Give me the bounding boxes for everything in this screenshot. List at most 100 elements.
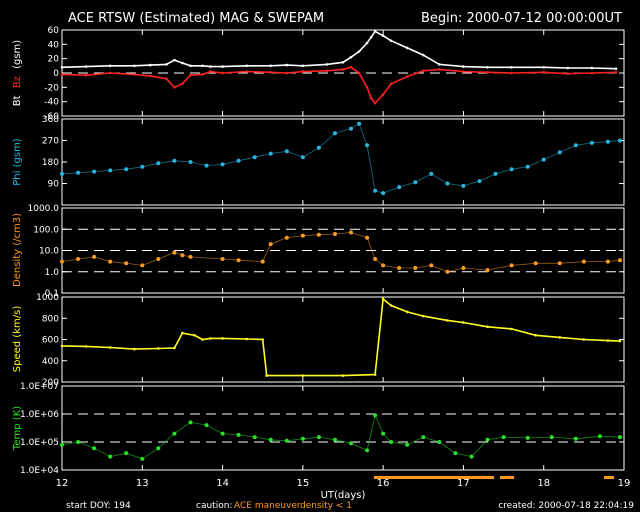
x-axis-label: UT(days) — [321, 490, 366, 501]
series-phi-trace — [61, 123, 621, 194]
data-point — [597, 434, 602, 439]
data-point — [300, 233, 305, 238]
x-tick-label: 14 — [216, 478, 229, 489]
data-point — [157, 347, 160, 350]
data-point — [284, 235, 289, 240]
data-point — [209, 65, 212, 68]
data-point — [566, 66, 570, 70]
data-point — [284, 149, 289, 154]
y-tick-label: 60 — [48, 26, 60, 36]
data-point — [269, 71, 273, 74]
data-point — [156, 161, 161, 166]
data-point — [349, 230, 353, 235]
data-point — [369, 96, 373, 100]
data-point — [236, 432, 241, 437]
data-point — [422, 53, 425, 57]
data-point — [341, 68, 345, 71]
data-point — [422, 69, 425, 73]
data-point — [301, 374, 305, 377]
data-point — [173, 346, 176, 350]
data-point — [92, 169, 97, 174]
y-tick-label: 90 — [48, 180, 60, 190]
data-point — [188, 160, 193, 164]
data-point — [461, 266, 466, 270]
data-point — [300, 436, 305, 441]
data-point — [389, 82, 393, 86]
data-point — [549, 435, 554, 440]
data-point — [268, 242, 273, 247]
data-point — [188, 254, 193, 259]
caution-maneuver: ACE maneuver — [234, 501, 301, 511]
y-tick-label: 1.0E+05 — [20, 438, 59, 448]
data-point — [573, 436, 578, 441]
bt-label: Bt — [12, 95, 23, 106]
data-point — [422, 314, 425, 318]
data-point — [614, 71, 618, 74]
data-point — [357, 121, 362, 126]
data-point — [325, 63, 329, 66]
data-point — [165, 63, 168, 66]
data-point — [534, 334, 537, 337]
data-point — [189, 64, 192, 68]
data-point — [149, 63, 152, 67]
data-point — [477, 179, 482, 184]
data-point — [268, 151, 273, 156]
data-point — [381, 263, 386, 268]
svg-text:Bt Bz (gsm): Bt Bz (gsm) — [12, 40, 23, 106]
data-point — [485, 437, 490, 442]
data-point — [389, 440, 394, 444]
data-point — [333, 437, 337, 442]
data-point — [357, 71, 361, 75]
data-point — [108, 454, 113, 459]
data-point — [462, 65, 465, 68]
data-point — [525, 164, 530, 169]
caution-density: density < 1 — [300, 501, 352, 511]
data-point — [60, 442, 64, 447]
y-tick-label: 600 — [42, 336, 59, 346]
data-point — [260, 259, 265, 264]
data-point — [469, 454, 474, 459]
data-point — [180, 253, 185, 258]
data-point — [397, 185, 402, 190]
x-tick-label: 15 — [296, 478, 309, 489]
data-point — [438, 63, 441, 66]
data-point — [245, 70, 248, 73]
data-point — [252, 155, 257, 160]
data-point — [558, 336, 562, 339]
y-tick-label: 1000 — [36, 293, 59, 303]
data-point — [405, 310, 409, 314]
data-point — [557, 150, 562, 155]
data-point — [108, 168, 113, 173]
data-point — [261, 338, 265, 341]
data-point — [341, 61, 345, 64]
data-point — [108, 64, 112, 68]
data-point — [156, 446, 161, 451]
data-point — [84, 345, 88, 348]
data-point — [60, 344, 64, 348]
data-point — [181, 61, 184, 65]
data-point — [389, 39, 393, 43]
data-point — [462, 70, 465, 73]
data-point — [389, 304, 393, 307]
data-point — [124, 451, 129, 456]
data-point — [76, 440, 81, 444]
y-tick-label: -40 — [44, 98, 59, 108]
speed-ylabel: Speed (km/s) — [12, 306, 23, 373]
data-point — [618, 435, 622, 440]
data-point — [486, 71, 489, 74]
data-point — [485, 268, 490, 273]
data-point — [421, 435, 426, 440]
data-point — [172, 250, 177, 255]
y-tick-label: 360 — [42, 115, 59, 125]
data-point — [236, 258, 241, 263]
data-point — [133, 64, 136, 68]
data-point — [533, 261, 538, 266]
data-point — [618, 138, 622, 143]
data-point — [221, 71, 224, 75]
x-tick-label: 13 — [136, 478, 149, 489]
density-ylabel: Density (/cm3) — [12, 213, 23, 287]
data-point — [437, 440, 442, 444]
data-point — [84, 73, 88, 77]
data-point — [365, 41, 369, 45]
data-point — [357, 50, 361, 53]
